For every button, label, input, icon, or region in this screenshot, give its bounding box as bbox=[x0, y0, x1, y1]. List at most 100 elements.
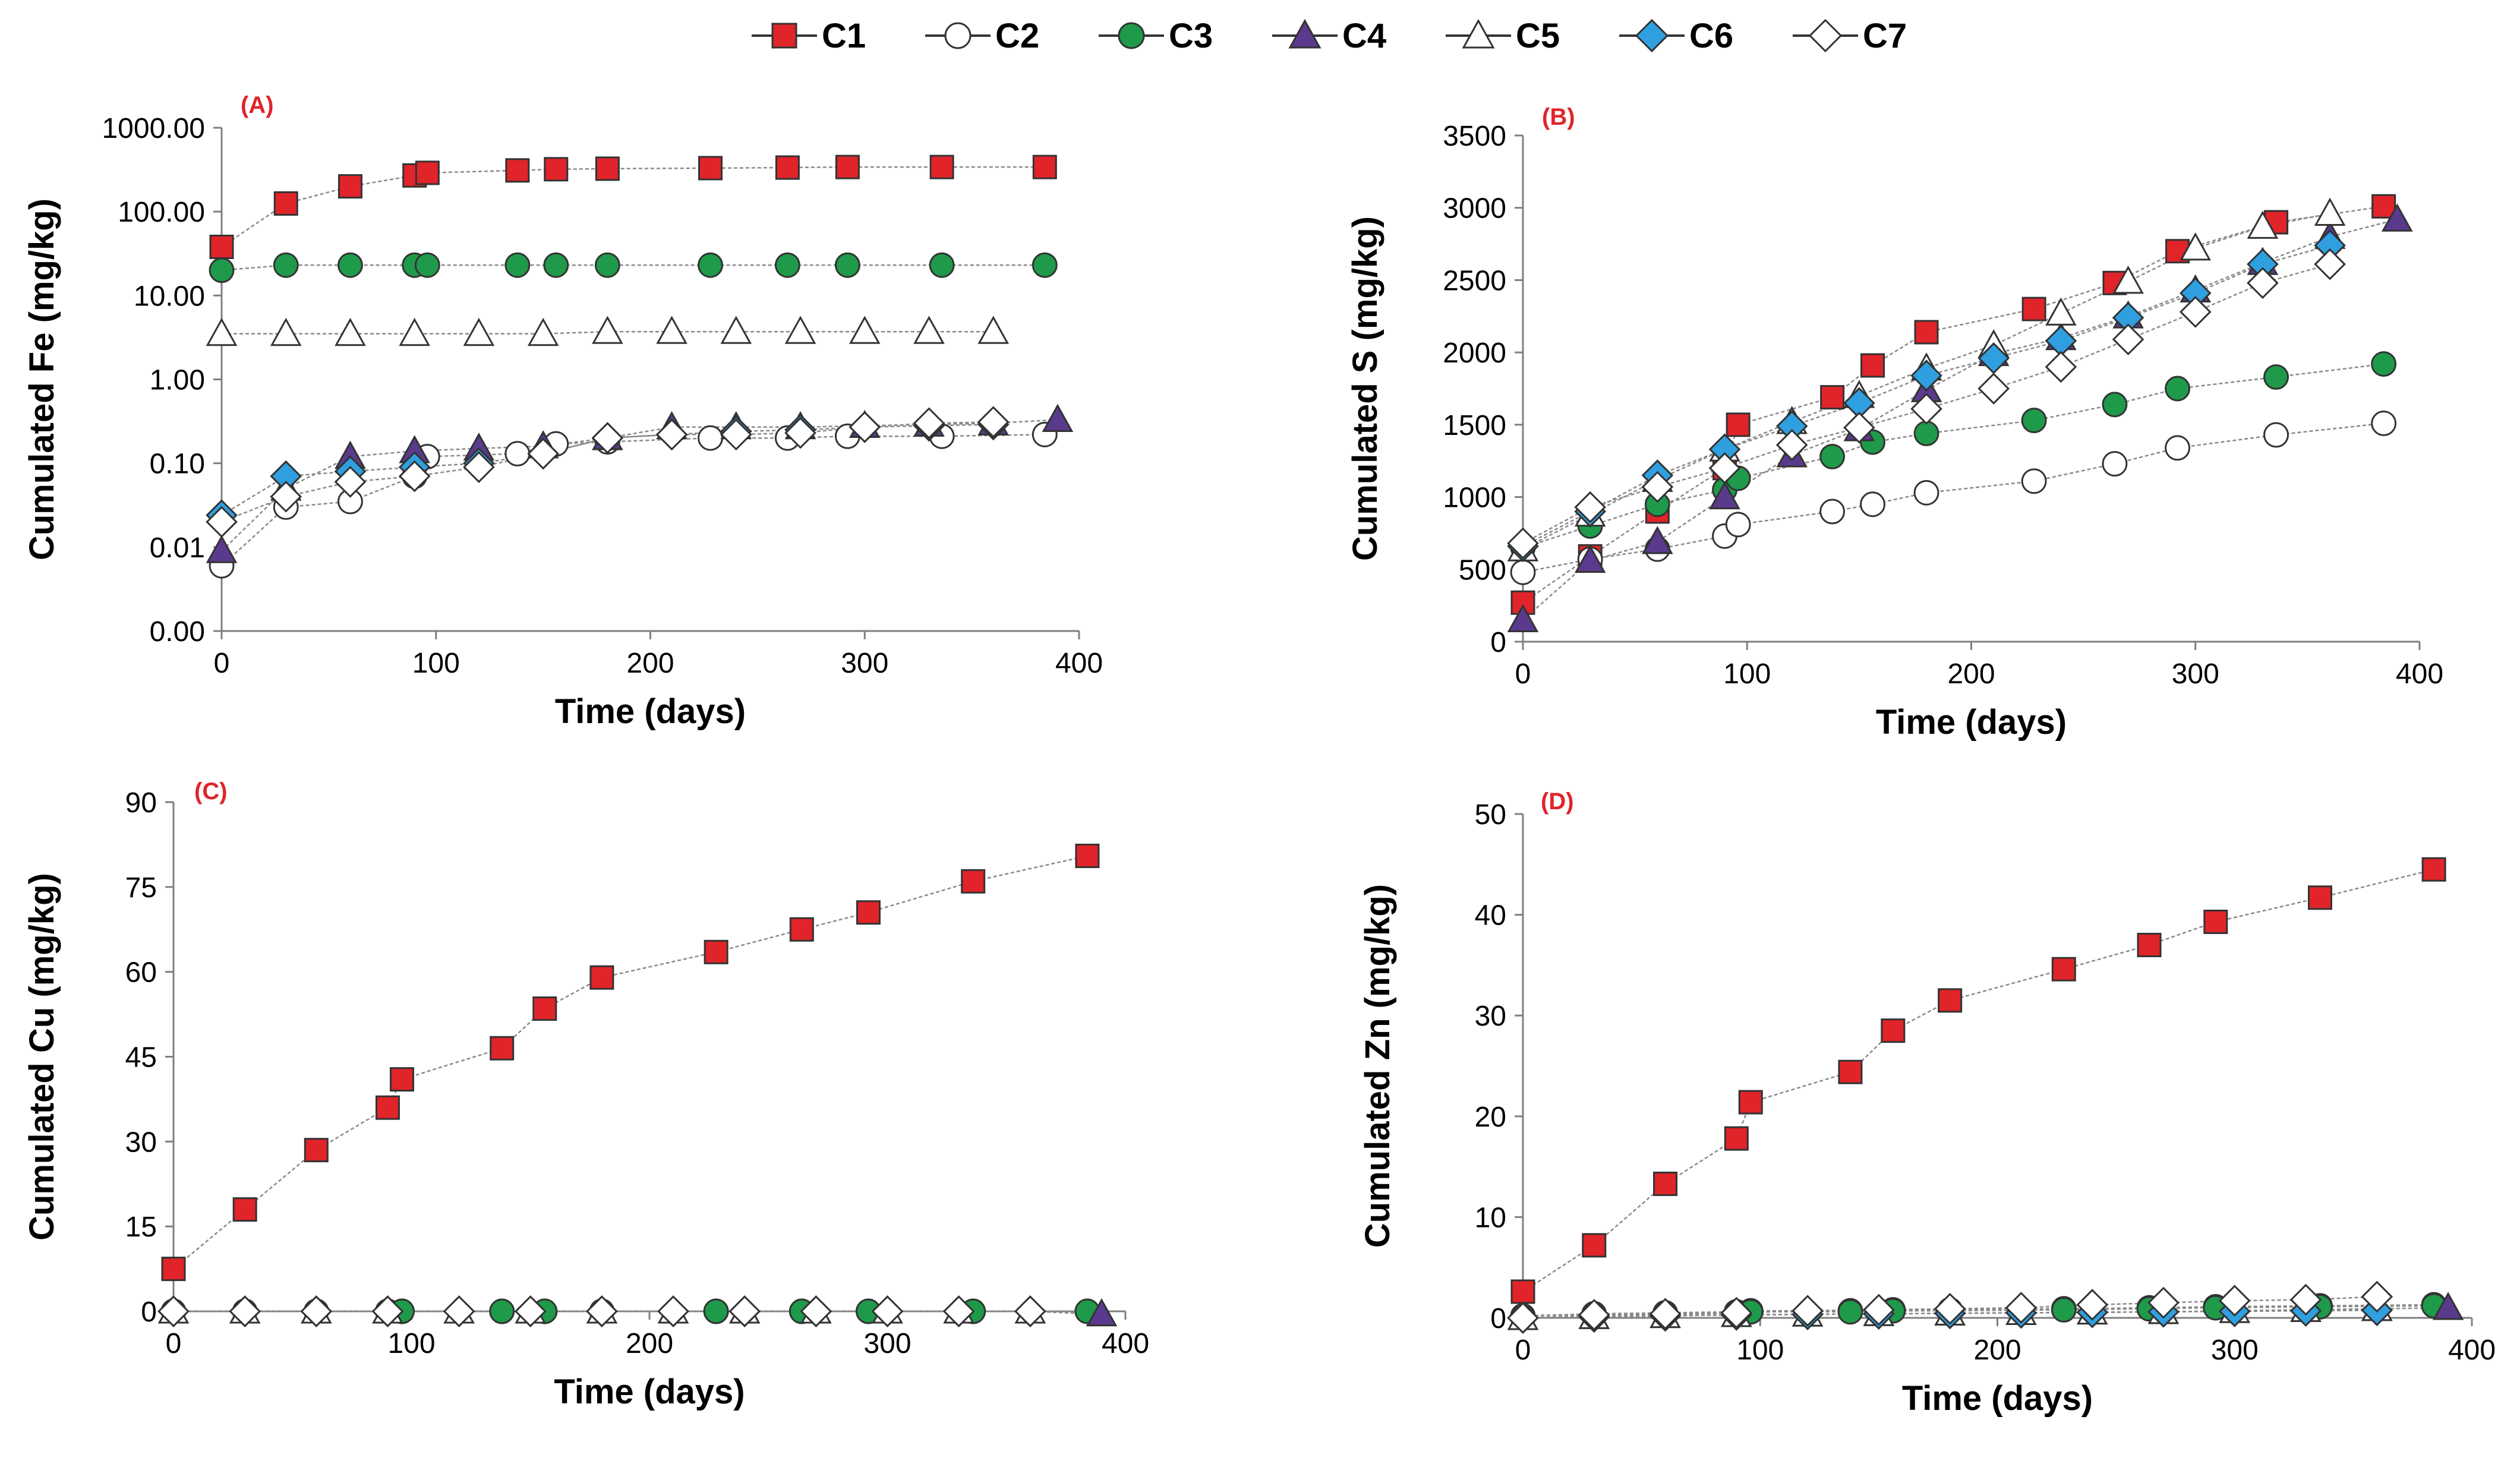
panel-d-x-tick-label: 100 bbox=[1736, 1335, 1784, 1366]
panel-b-x-tick-label: 0 bbox=[1515, 658, 1531, 690]
panel-b-point-c7 bbox=[1910, 393, 1942, 425]
panel-a-point-c3 bbox=[1032, 252, 1058, 278]
panel-a-point-c7 bbox=[720, 418, 752, 451]
panel-d-point-c3 bbox=[2051, 1296, 2077, 1323]
panel-b-point-c2 bbox=[2263, 422, 2289, 448]
panel-b-point-c3 bbox=[2165, 376, 2191, 402]
panel-b-point-c3 bbox=[1819, 443, 1846, 469]
panel-c-point-c7 bbox=[657, 1295, 689, 1327]
panel-d-point-c3 bbox=[1837, 1299, 1863, 1325]
panel-b-y-tick-label: 3000 bbox=[1443, 193, 1506, 225]
panel-b-x-axis-title: Time (days) bbox=[1876, 703, 2067, 742]
panel-a-point-c3 bbox=[774, 252, 800, 278]
panel-b-point-c3 bbox=[2021, 408, 2047, 434]
panel-b-y-tick-label: 500 bbox=[1459, 554, 1506, 586]
panel-d: 0 100 200 300 400 0 10 20 30 40 50 Time (days) Cumul… bbox=[1358, 788, 2496, 1418]
panel-b-point-c5 bbox=[2247, 210, 2279, 239]
legend-marker-c4 bbox=[1288, 18, 1321, 49]
panel-a-point-c5 bbox=[784, 316, 816, 344]
panel-a-point-c7 bbox=[398, 460, 431, 493]
panel-b: 0 100 200 300 400 0 500 1000 1500 2000 2500 3000 350… bbox=[1346, 104, 2443, 742]
panel-b-point-c2 bbox=[2102, 451, 2128, 477]
panel-d-y-tick-label: 30 bbox=[1475, 1001, 1506, 1032]
panel-a-point-c2 bbox=[698, 425, 723, 451]
panel-a-y-tick-label: 100.00 bbox=[118, 197, 205, 228]
panel-d-point-c7 bbox=[1578, 1299, 1610, 1331]
panel-c-x-axis-title: Time (days) bbox=[554, 1373, 745, 1411]
panel-a-point-c1 bbox=[698, 156, 723, 181]
panel-a-point-c7 bbox=[977, 406, 1010, 438]
panel-c-x-tick-label: 300 bbox=[863, 1328, 911, 1359]
panel-a-point-c2 bbox=[504, 441, 531, 467]
panel-b-point-c2 bbox=[2165, 435, 2191, 461]
panel-d-point-c1 bbox=[2051, 957, 2076, 982]
panel-b-point-c1 bbox=[1860, 353, 1885, 378]
panel-b-point-c7 bbox=[1641, 471, 1674, 503]
panel-d-y-tick-label: 50 bbox=[1475, 799, 1506, 831]
panel-b-tag: (B) bbox=[1542, 104, 1575, 130]
panel-c-point-c1 bbox=[375, 1095, 400, 1120]
legend: C1 C2 C3 C4 C5 C6 C7 bbox=[752, 17, 1907, 55]
panel-a-point-c5 bbox=[913, 316, 945, 344]
panel-a-y-tick-label: 0.00 bbox=[150, 616, 205, 648]
panel-a-x-tick-label: 200 bbox=[626, 648, 674, 679]
panel-a-y-axis-title: Cumulated Fe (mg/kg) bbox=[23, 198, 61, 560]
panel-d-point-c1 bbox=[1738, 1090, 1763, 1115]
panel-b-y-tick-label: 2000 bbox=[1443, 337, 1506, 369]
legend-label-c7: C7 bbox=[1863, 17, 1907, 55]
panel-b-point-c1 bbox=[1820, 385, 1845, 410]
panel-a-tag: (A) bbox=[241, 92, 274, 118]
panel-c-y-axis-title: Cumulated Cu (mg/kg) bbox=[23, 873, 61, 1241]
panel-d-y-tick-label: 0 bbox=[1490, 1303, 1506, 1335]
panel-c-point-c1 bbox=[961, 869, 986, 894]
panel-b-point-c5 bbox=[2045, 297, 2077, 326]
panel-c-point-c1 bbox=[304, 1138, 329, 1163]
panel-b-y-tick-label: 2500 bbox=[1443, 265, 1506, 296]
panel-b-y-axis-title: Cumulated S (mg/kg) bbox=[1346, 216, 1384, 561]
panel-a-point-c3 bbox=[834, 252, 860, 278]
panel-a-point-c3 bbox=[209, 257, 235, 283]
panel-a: 0 100 200 300 400 0.00 0.01 0.10 1.00 10.00 100.00… bbox=[23, 92, 1103, 731]
panel-c-point-c1 bbox=[490, 1036, 515, 1061]
panel-b-x-tick-label: 100 bbox=[1723, 658, 1771, 690]
panel-b-x-tick-label: 400 bbox=[2396, 658, 2443, 690]
panel-c-point-c7 bbox=[800, 1295, 832, 1327]
panel-c-point-c7 bbox=[229, 1295, 261, 1327]
panel-a-point-c3 bbox=[414, 252, 440, 278]
panel-a-x-tick-label: 300 bbox=[841, 648, 888, 679]
panel-b-point-c7 bbox=[2045, 351, 2077, 383]
legend-label-c1: C1 bbox=[822, 17, 866, 55]
panel-b-y-tick-label: 3500 bbox=[1443, 121, 1506, 152]
panel-a-point-c7 bbox=[655, 418, 688, 451]
legend-label-c2: C2 bbox=[995, 17, 1039, 55]
panel-d-series-line-c1 bbox=[1522, 869, 2434, 1292]
panel-c-y-tick-label: 30 bbox=[125, 1127, 157, 1158]
panel-a-y-tick-label: 0.10 bbox=[150, 449, 205, 480]
panel-a-point-c5 bbox=[656, 316, 687, 344]
panel-c-point-c3 bbox=[703, 1298, 729, 1324]
panel-b-point-c3 bbox=[1913, 421, 1939, 446]
panel-c-point-c1 bbox=[589, 965, 614, 990]
panel-a-point-c5 bbox=[849, 316, 881, 344]
panel-a-point-c7 bbox=[527, 437, 559, 470]
panel-c-point-c1 bbox=[389, 1067, 414, 1092]
panel-d-point-c1 bbox=[1724, 1126, 1749, 1151]
panel-c-y-tick-label: 75 bbox=[125, 872, 157, 904]
panel-a-point-c1 bbox=[835, 154, 860, 179]
panel-c-point-c7 bbox=[1014, 1295, 1046, 1327]
panel-a-point-c3 bbox=[698, 252, 723, 278]
panel-a-point-c7 bbox=[206, 506, 238, 538]
panel-c-y-tick-label: 0 bbox=[141, 1296, 157, 1328]
panel-b-point-c2 bbox=[1913, 479, 1939, 506]
panel-d-lines bbox=[1522, 869, 2449, 1319]
panel-a-point-c1 bbox=[929, 154, 954, 179]
legend-label-c3: C3 bbox=[1169, 17, 1213, 55]
panel-a-point-c7 bbox=[270, 481, 302, 513]
panel-c-point-c3 bbox=[489, 1298, 515, 1324]
panel-b-x-tick-label: 200 bbox=[1947, 658, 1995, 690]
panel-d-y-tick-label: 40 bbox=[1475, 900, 1506, 932]
panel-b-point-c7 bbox=[1843, 411, 1875, 444]
panel-c-point-c7 bbox=[728, 1295, 761, 1327]
panel-c-x-tick-label: 100 bbox=[387, 1328, 435, 1359]
